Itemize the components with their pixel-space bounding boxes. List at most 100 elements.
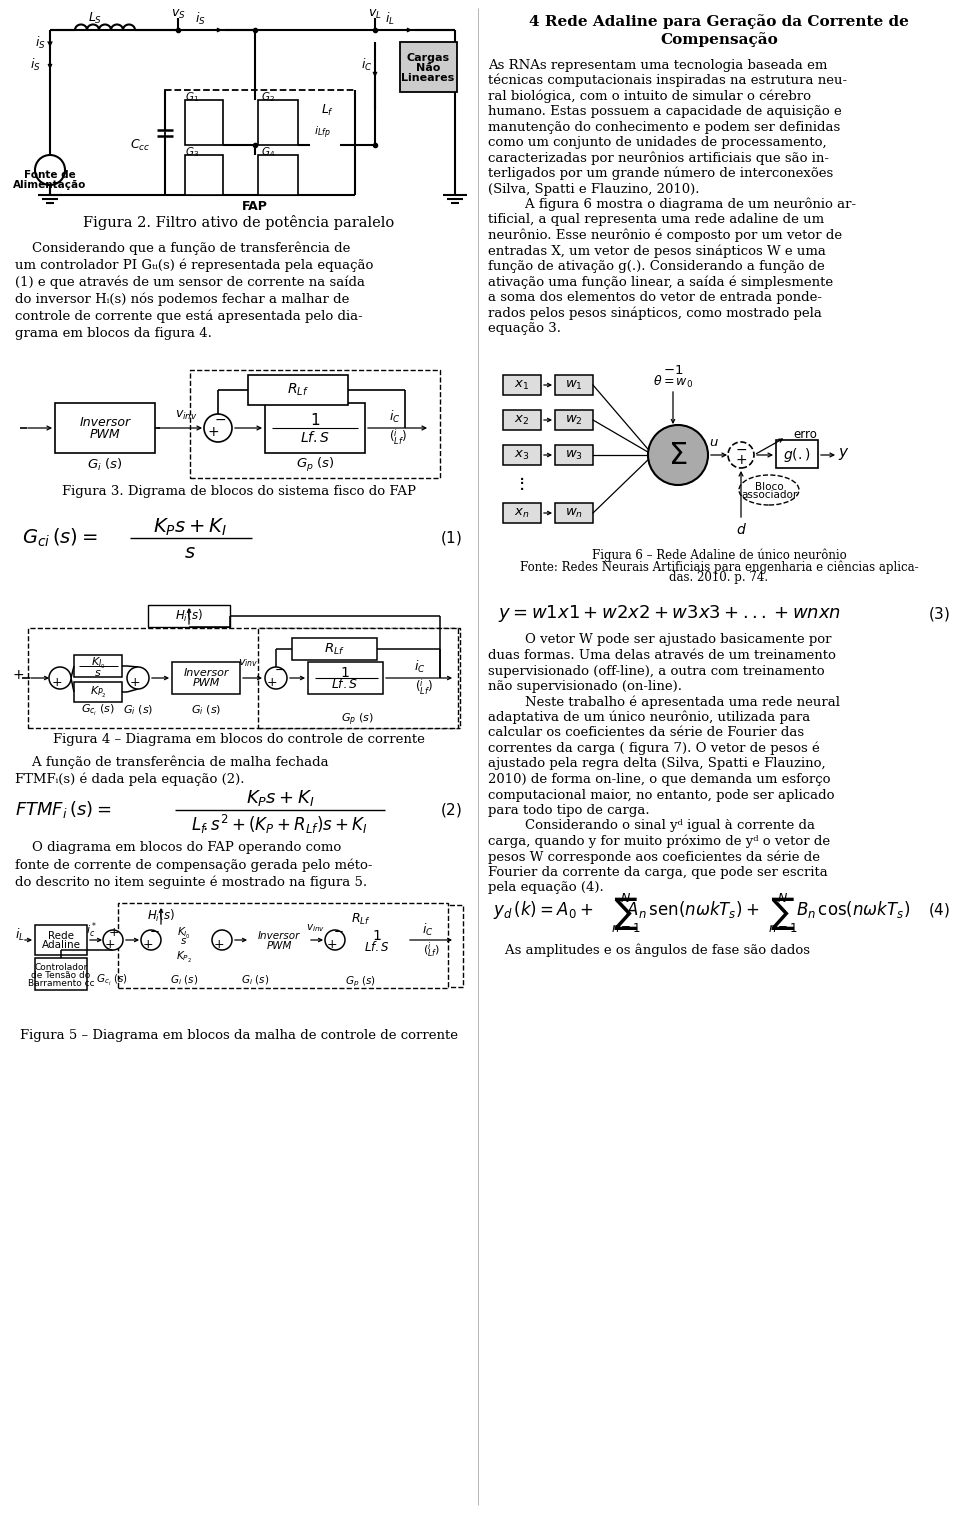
- Text: $w_3$: $w_3$: [565, 448, 583, 461]
- Text: Adaline: Adaline: [41, 940, 81, 950]
- Text: +: +: [326, 938, 337, 950]
- Bar: [503, 375, 541, 395]
- Text: $G_{c_i}\ (s)$: $G_{c_i}\ (s)$: [96, 973, 128, 988]
- Text: $\theta = w_0$: $\theta = w_0$: [653, 374, 693, 390]
- Text: $g(.)$: $g(.)$: [783, 446, 811, 464]
- Text: $i_S$: $i_S$: [195, 11, 205, 27]
- Text: +: +: [267, 675, 277, 688]
- Circle shape: [35, 154, 65, 185]
- Text: $v_L$: $v_L$: [368, 8, 382, 21]
- Bar: [185, 154, 223, 195]
- Text: $K_{P_2}$: $K_{P_2}$: [89, 684, 107, 699]
- Text: $x_2$: $x_2$: [515, 413, 530, 427]
- Text: $v_{inv}$: $v_{inv}$: [306, 921, 325, 934]
- Text: $w_1$: $w_1$: [565, 378, 583, 392]
- Text: −: −: [214, 413, 226, 427]
- Text: $G_3$: $G_3$: [185, 145, 199, 159]
- Text: $(1)$: $(1)$: [440, 530, 462, 548]
- Text: Figura 5 – Diagrama em blocos da malha de controle de corrente: Figura 5 – Diagrama em blocos da malha d…: [20, 1029, 458, 1041]
- Bar: [308, 663, 383, 694]
- Text: supervisionado (off-line), a outra com treinamento: supervisionado (off-line), a outra com t…: [488, 664, 825, 678]
- Bar: [330, 909, 392, 927]
- Bar: [248, 375, 348, 405]
- Bar: [165, 89, 355, 195]
- Text: $w_n$: $w_n$: [565, 507, 583, 519]
- Text: $\sum$: $\sum$: [771, 896, 796, 932]
- Text: $N$: $N$: [620, 891, 632, 905]
- Text: Bloco: Bloco: [755, 483, 783, 492]
- Text: ral biológica, com o intuito de simular o cérebro: ral biológica, com o intuito de simular …: [488, 89, 811, 103]
- Circle shape: [103, 930, 123, 950]
- Bar: [172, 663, 240, 694]
- Text: $1$: $1$: [310, 412, 320, 428]
- Text: Fonte: Redes Neurais Artificiais para engenharia e ciências aplica-: Fonte: Redes Neurais Artificiais para en…: [519, 560, 919, 573]
- Text: $n=1$: $n=1$: [768, 921, 798, 935]
- Text: $i_S$: $i_S$: [30, 57, 40, 73]
- Text: $(2)$: $(2)$: [440, 800, 462, 819]
- Text: $i^*_c$: $i^*_c$: [86, 920, 98, 940]
- Text: Cargas: Cargas: [406, 53, 449, 64]
- Text: A figura 6 mostra o diagrama de um neurônio ar-: A figura 6 mostra o diagrama de um neurô…: [508, 198, 856, 212]
- Text: $R_{Lf}$: $R_{Lf}$: [351, 911, 371, 926]
- Text: $G_i\ (s)$: $G_i\ (s)$: [241, 973, 269, 986]
- Bar: [185, 100, 223, 145]
- Text: $-1$: $-1$: [662, 363, 684, 377]
- Text: +: +: [207, 425, 219, 439]
- Text: Considerando o sinal yᵈ igual à corrente da: Considerando o sinal yᵈ igual à corrente…: [508, 820, 815, 832]
- Text: do inversor Hᵢ(s) nós podemos fechar a malhar de: do inversor Hᵢ(s) nós podemos fechar a m…: [15, 292, 349, 306]
- Text: $G_i\ (s)$: $G_i\ (s)$: [170, 973, 198, 986]
- Text: $i_C$: $i_C$: [414, 660, 426, 675]
- Bar: [318, 905, 463, 986]
- Text: de Tensão do: de Tensão do: [32, 971, 90, 980]
- Text: $y_d\,(k) = A_0 +$: $y_d\,(k) = A_0 +$: [493, 899, 593, 921]
- Bar: [503, 410, 541, 430]
- Text: −: −: [275, 664, 285, 676]
- Text: calcular os coeficientes da série de Fourier das: calcular os coeficientes da série de Fou…: [488, 726, 804, 740]
- Bar: [503, 502, 541, 523]
- Text: $v_S$: $v_S$: [171, 8, 185, 21]
- Text: Não: Não: [416, 64, 441, 73]
- Text: $i_L$: $i_L$: [15, 927, 25, 943]
- Bar: [400, 42, 457, 92]
- Circle shape: [204, 415, 232, 442]
- Text: para todo tipo de carga.: para todo tipo de carga.: [488, 803, 650, 817]
- Text: −: −: [150, 926, 160, 938]
- Bar: [555, 502, 593, 523]
- Text: $x_3$: $x_3$: [515, 448, 530, 461]
- Text: PWM: PWM: [192, 678, 220, 688]
- Text: entradas X, um vetor de pesos sinápticos W e uma: entradas X, um vetor de pesos sinápticos…: [488, 244, 826, 257]
- Text: $R_{Lf}$: $R_{Lf}$: [287, 381, 309, 398]
- Text: PWM: PWM: [89, 428, 120, 442]
- Text: $s$: $s$: [184, 543, 196, 561]
- Bar: [190, 371, 440, 478]
- Text: ajustado pela regra delta (Silva, Spatti e Flauzino,: ajustado pela regra delta (Silva, Spatti…: [488, 758, 826, 770]
- Text: humano. Estas possuem a capacidade de aquisição e: humano. Estas possuem a capacidade de aq…: [488, 104, 842, 118]
- Text: $(4)$: $(4)$: [927, 902, 950, 918]
- Text: Figura 6 – Rede Adaline de único neurônio: Figura 6 – Rede Adaline de único neurôni…: [591, 548, 847, 561]
- Bar: [125, 905, 197, 927]
- Text: Lineares: Lineares: [401, 73, 455, 83]
- Text: $G_p\ (s)$: $G_p\ (s)$: [345, 974, 375, 990]
- Text: $R_{Lf}$: $R_{Lf}$: [324, 642, 345, 657]
- Text: +: +: [105, 938, 115, 950]
- Bar: [347, 926, 407, 955]
- Text: Controlador: Controlador: [35, 964, 87, 973]
- Text: Considerando que a função de transferência de: Considerando que a função de transferênc…: [15, 241, 350, 254]
- Bar: [163, 926, 205, 944]
- Text: controle de corrente que está apresentada pelo dia-: controle de corrente que está apresentad…: [15, 309, 363, 322]
- Text: $L_f\!.s^2 + (K_P + R_{Lf})s + K_I$: $L_f\!.s^2 + (K_P + R_{Lf})s + K_I$: [191, 812, 369, 835]
- Bar: [250, 926, 308, 955]
- Text: $G_i\ (s)$: $G_i\ (s)$: [123, 704, 154, 717]
- Bar: [555, 375, 593, 395]
- Text: $s$: $s$: [180, 937, 187, 946]
- Bar: [163, 949, 205, 965]
- Text: 2010) de forma on-line, o que demanda um esforço: 2010) de forma on-line, o que demanda um…: [488, 773, 830, 785]
- Text: $G_i\ (s)$: $G_i\ (s)$: [87, 457, 123, 474]
- Text: −: −: [334, 926, 344, 938]
- Circle shape: [265, 667, 287, 688]
- Text: $x_n$: $x_n$: [515, 507, 530, 519]
- Text: Figura 3. Digrama de blocos do sistema fisco do FAP: Figura 3. Digrama de blocos do sistema f…: [62, 486, 416, 498]
- Text: $K_P s + K_I$: $K_P s + K_I$: [153, 516, 228, 537]
- Text: equação 3.: equação 3.: [488, 322, 561, 334]
- Text: terligados por um grande número de interconexões: terligados por um grande número de inter…: [488, 166, 833, 180]
